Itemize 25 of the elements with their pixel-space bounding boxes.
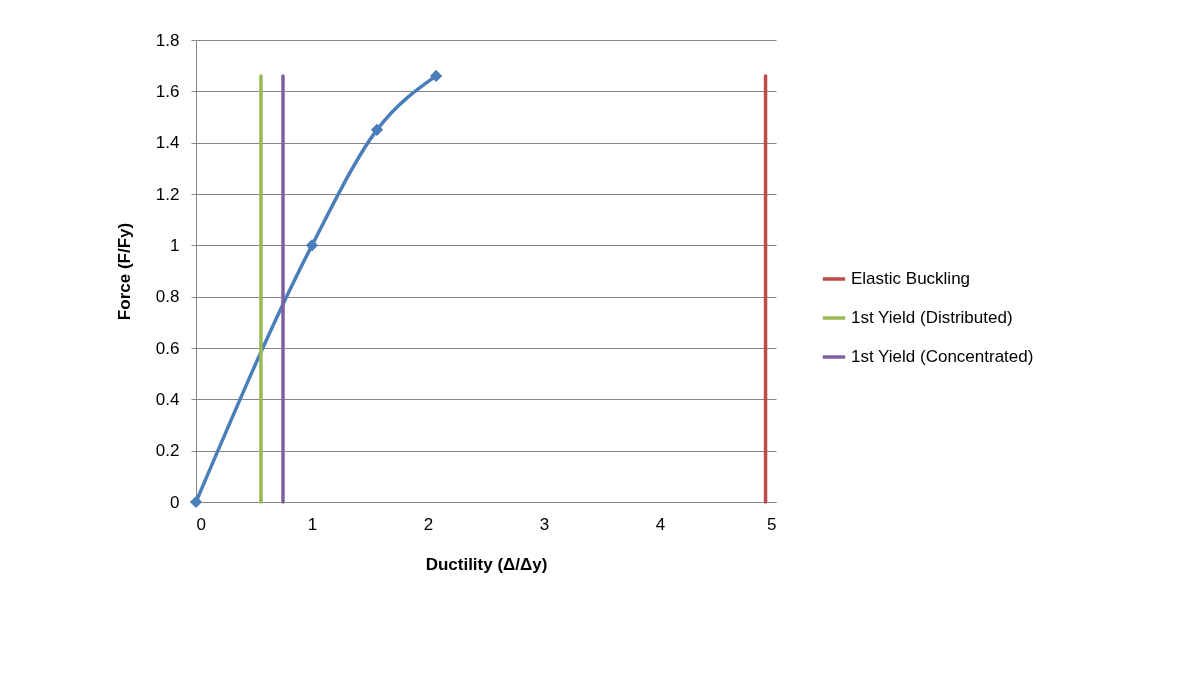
y-tick-label: 1.8 [155, 30, 180, 50]
y-tick-label: 1 [170, 235, 180, 255]
y-tick-label: 1.6 [155, 81, 180, 101]
point [189, 495, 203, 509]
x-tick-label: 0 [196, 514, 206, 534]
y-tick-label: 0.4 [155, 389, 180, 409]
x-tick-label: 3 [539, 514, 550, 534]
y-tick-label: 1.4 [155, 133, 180, 153]
y-tick-label: 0.2 [155, 441, 180, 461]
point [370, 123, 384, 136]
legend-label: 1st Yield (Concentrated) [851, 347, 1034, 366]
legend-label: 1st Yield (Distributed) [851, 308, 1013, 327]
y-axis-title: Force (F/Fy) [114, 222, 134, 321]
x-tick-label: 5 [767, 514, 777, 534]
x-tick-label: 4 [655, 514, 666, 534]
x-tick-label: 2 [423, 514, 434, 534]
y-tick-label: 0 [170, 492, 180, 512]
y-tick-label: 0.6 [155, 338, 180, 358]
y-tick-label: 1.2 [155, 184, 180, 204]
point [305, 239, 319, 252]
x-axis-title: Ductility (Δ/Δy) [425, 554, 548, 574]
point [430, 69, 443, 83]
y-tick-label: 0.8 [155, 287, 180, 307]
x-tick-label: 1 [307, 514, 318, 534]
legend-label: Elastic Buckling [851, 269, 971, 288]
